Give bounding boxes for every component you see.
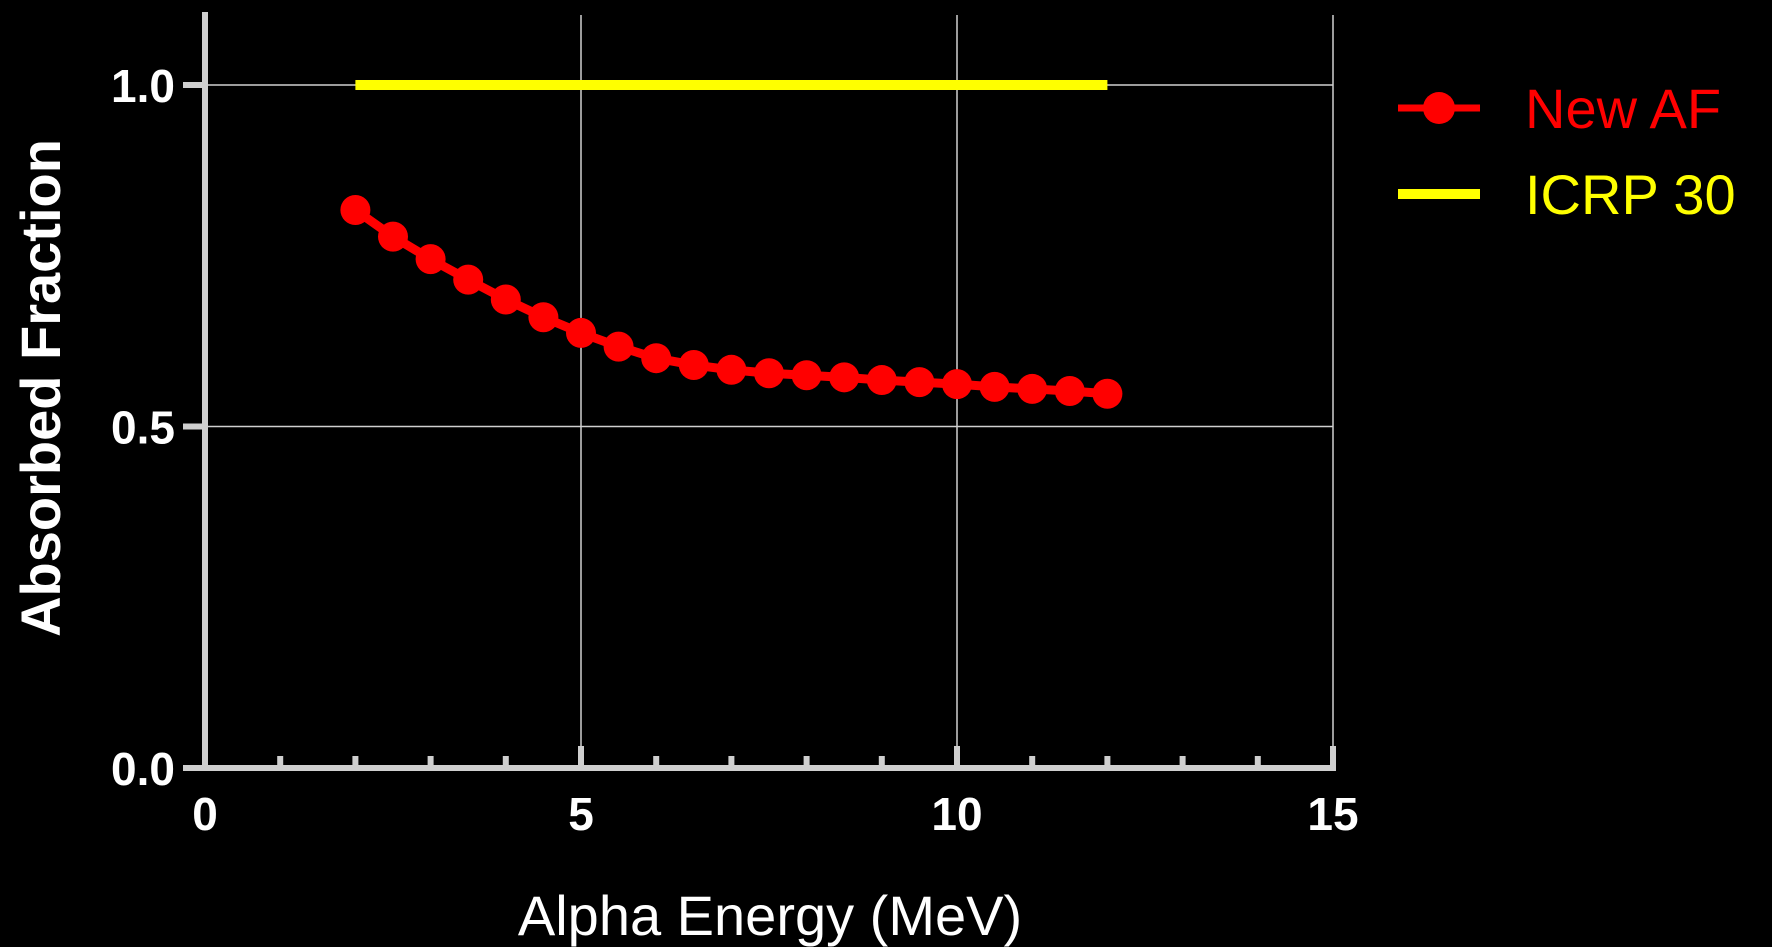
data-point-new-af bbox=[566, 317, 596, 348]
data-point-new-af bbox=[829, 362, 860, 393]
x-tick-label: 15 bbox=[1307, 788, 1358, 840]
legend-label-new-af: New AF bbox=[1525, 77, 1721, 140]
tick-labels: 0 5 10 15 0.0 0.5 1.0 bbox=[111, 60, 1359, 840]
data-point-new-af bbox=[979, 371, 1010, 402]
data-point-new-af bbox=[453, 264, 484, 295]
data-point-new-af bbox=[1054, 375, 1085, 406]
series-layer bbox=[340, 80, 1123, 409]
y-tick-label: 0.5 bbox=[111, 402, 175, 454]
x-tick-label: 0 bbox=[192, 788, 218, 840]
data-point-new-af bbox=[904, 367, 935, 398]
grid-lines bbox=[205, 15, 1334, 768]
legend: New AF ICRP 30 bbox=[1398, 77, 1736, 226]
data-point-new-af bbox=[866, 365, 897, 396]
x-tick-label: 10 bbox=[931, 788, 982, 840]
data-point-new-af bbox=[490, 284, 521, 315]
legend-label-icrp-30: ICRP 30 bbox=[1525, 163, 1736, 226]
x-tick-label: 5 bbox=[568, 788, 594, 840]
data-point-new-af bbox=[641, 343, 672, 374]
axes bbox=[183, 12, 1336, 771]
data-point-new-af bbox=[942, 369, 972, 400]
data-point-new-af bbox=[528, 302, 559, 333]
data-point-new-af bbox=[603, 331, 634, 362]
data-point-new-af bbox=[340, 194, 371, 225]
data-point-new-af bbox=[754, 358, 784, 389]
legend-marker-new-af bbox=[1423, 92, 1455, 124]
y-axis-title: Absorbed Fraction bbox=[9, 139, 72, 637]
x-axis-title: Alpha Energy (MeV) bbox=[518, 884, 1022, 947]
data-point-new-af bbox=[678, 350, 709, 381]
data-point-new-af bbox=[791, 360, 822, 391]
data-point-new-af bbox=[716, 354, 747, 385]
y-tick-label: 1.0 bbox=[111, 60, 175, 112]
data-point-new-af bbox=[1092, 378, 1123, 409]
y-tick-label: 0.0 bbox=[111, 743, 175, 795]
data-point-new-af bbox=[378, 221, 408, 252]
data-point-new-af bbox=[1017, 373, 1048, 404]
data-point-new-af bbox=[415, 244, 446, 275]
